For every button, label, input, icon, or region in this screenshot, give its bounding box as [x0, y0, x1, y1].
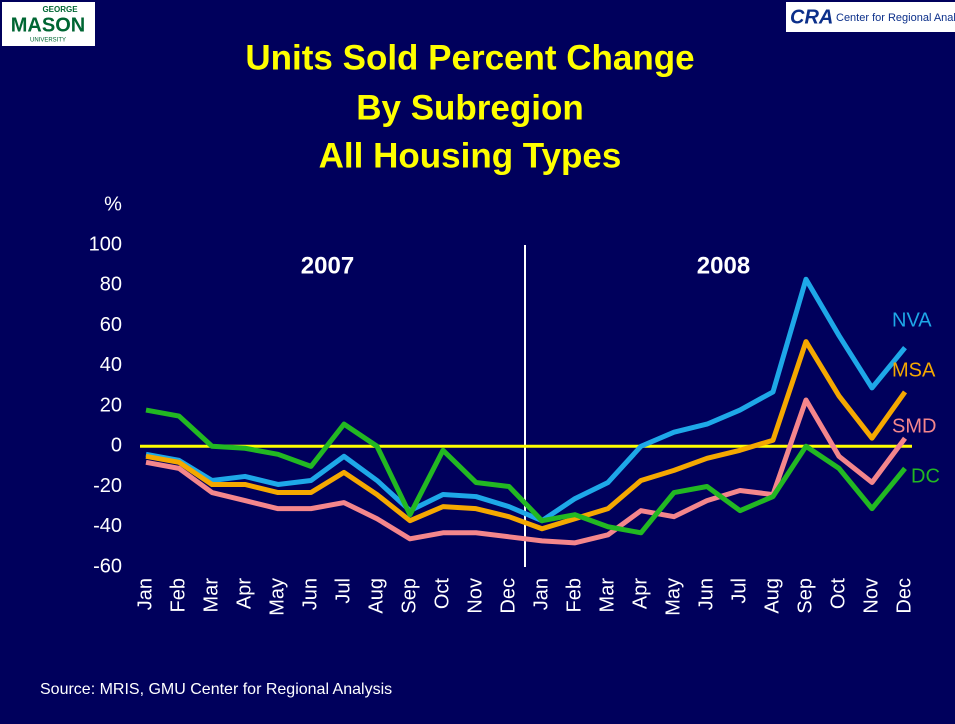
year-label: 2007 [301, 252, 354, 279]
x-tick-label: Jul [728, 578, 750, 604]
x-tick-label: May [266, 578, 288, 616]
chart-title: By Subregion [356, 88, 584, 127]
chart-title: Units Sold Percent Change [245, 38, 694, 77]
x-tick-label: Mar [596, 578, 618, 613]
y-tick-label: 60 [100, 314, 122, 336]
y-tick-label: 20 [100, 394, 122, 416]
x-tick-label: Sep [794, 578, 816, 614]
y-tick-label: 40 [100, 354, 122, 376]
mason-logo [2, 2, 95, 46]
x-tick-label: Dec [497, 578, 519, 614]
series-label: SMD [892, 415, 936, 437]
x-tick-label: Sep [398, 578, 420, 614]
x-tick-label: Aug [761, 578, 783, 614]
x-tick-label: Jan [134, 578, 156, 610]
logo-text: GEORGE [42, 5, 78, 14]
cra-logo [786, 2, 955, 32]
logo-text: Center for Regional Analy [836, 12, 955, 24]
x-tick-label: Dec [893, 578, 915, 614]
series-line [145, 339, 908, 532]
x-tick-label: Jun [299, 578, 321, 610]
x-tick-label: Oct [827, 578, 849, 610]
x-tick-label: Apr [629, 578, 651, 609]
y-tick-label: 0 [111, 435, 122, 457]
x-tick-label: Jul [332, 578, 354, 604]
x-tick-label: Nov [464, 578, 486, 614]
x-tick-label: May [662, 578, 684, 616]
logo-text: CRA [790, 6, 833, 28]
series-line [145, 276, 907, 524]
x-tick-label: Mar [200, 578, 222, 613]
y-tick-label: -60 [93, 555, 122, 577]
year-label: 2008 [697, 252, 750, 279]
x-tick-label: Feb [563, 578, 585, 612]
series-label: MSA [892, 359, 936, 381]
x-tick-label: Jan [530, 578, 552, 610]
x-tick-label: Nov [860, 578, 882, 614]
chart-title: All Housing Types [319, 136, 622, 175]
logo-text: UNIVERSITY [30, 38, 66, 44]
y-tick-label: -40 [93, 515, 122, 537]
series-line [145, 407, 907, 536]
y-tick-label: 100 [89, 233, 122, 255]
logo-text: MASON [11, 14, 85, 36]
series-label: NVA [892, 309, 932, 331]
x-tick-label: Apr [233, 578, 255, 609]
y-tick-label: 80 [100, 274, 122, 296]
series-label: DC [911, 465, 940, 487]
x-tick-label: Aug [365, 578, 387, 614]
series-line [145, 397, 908, 546]
x-tick-label: Oct [431, 578, 453, 610]
source: Source: MRIS, GMU Center for Regional An… [40, 681, 392, 698]
y-axis-label: % [104, 193, 122, 215]
y-tick-label: -20 [93, 475, 122, 497]
x-tick-label: Jun [695, 578, 717, 610]
x-tick-label: Feb [167, 578, 189, 612]
